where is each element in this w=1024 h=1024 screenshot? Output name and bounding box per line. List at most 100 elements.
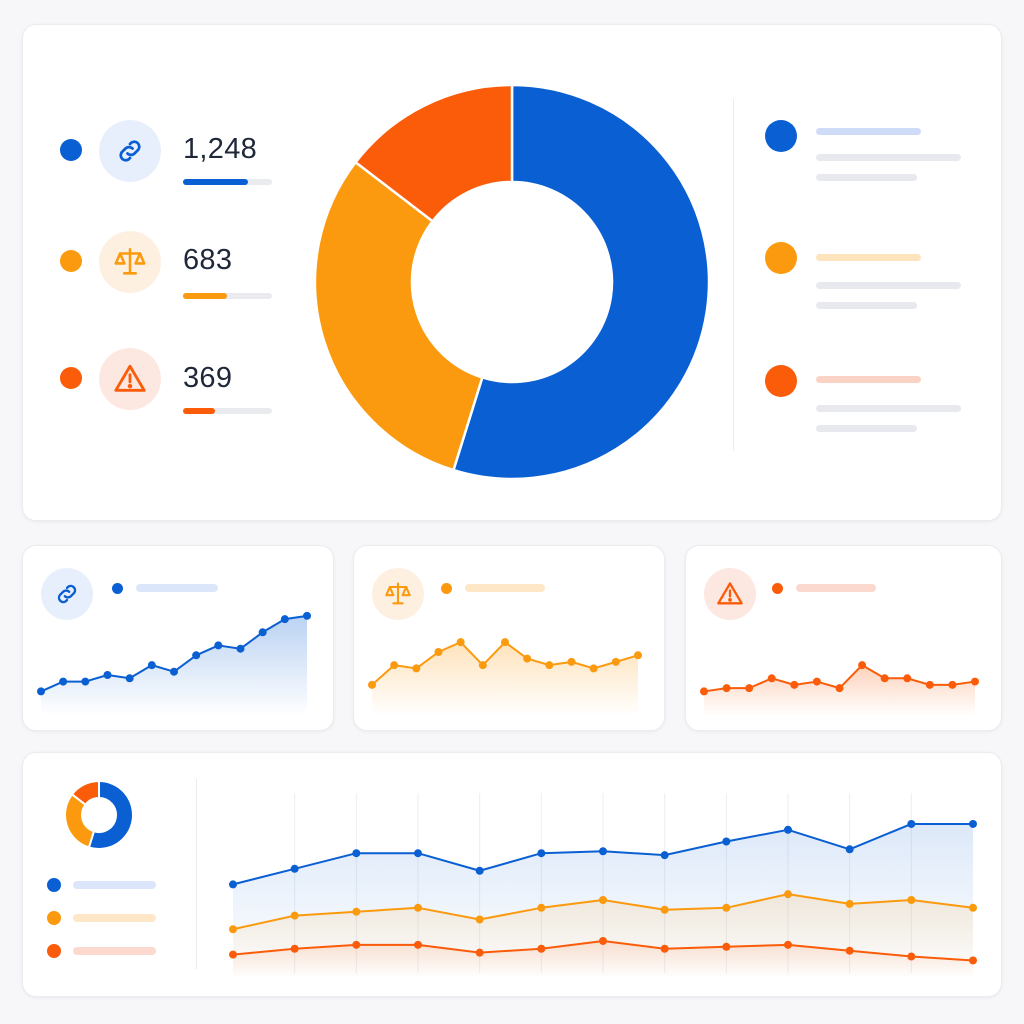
data-point xyxy=(745,684,754,693)
data-point xyxy=(907,952,916,961)
data-point xyxy=(258,628,267,637)
donut-segment-warnings xyxy=(353,83,514,223)
area-fill xyxy=(41,615,307,716)
data-point xyxy=(59,677,68,686)
data-point xyxy=(390,661,399,670)
stat-row-links[interactable]: 1,248 xyxy=(23,120,323,209)
legend-placeholder-bar xyxy=(73,947,156,955)
data-point xyxy=(903,674,912,683)
data-point xyxy=(456,638,465,647)
legend-dot xyxy=(765,120,797,152)
data-point xyxy=(722,942,731,951)
data-point xyxy=(567,657,576,666)
link-icon xyxy=(41,568,93,620)
data-point xyxy=(523,654,532,663)
data-point xyxy=(236,644,245,653)
small-donut-chart xyxy=(64,779,134,850)
data-point xyxy=(858,661,867,670)
mini-card-warnings[interactable] xyxy=(685,545,1002,731)
scale-icon xyxy=(99,231,161,293)
data-point xyxy=(599,896,607,904)
data-point xyxy=(434,648,443,656)
series-area-red xyxy=(233,940,973,978)
series-dot xyxy=(441,583,452,594)
data-point xyxy=(599,847,607,856)
data-point xyxy=(634,651,642,660)
data-point xyxy=(475,915,484,924)
stat-progress-fill xyxy=(183,179,248,185)
legend-dot xyxy=(765,365,797,397)
data-point xyxy=(880,674,889,683)
data-point xyxy=(599,936,607,945)
overview-card: 1,248 683 369 xyxy=(22,24,1002,521)
mini-line-chart xyxy=(700,661,979,716)
data-point xyxy=(767,674,776,683)
legend-placeholder-bar xyxy=(816,282,961,289)
data-point xyxy=(537,849,546,858)
series-placeholder-bar xyxy=(796,584,876,592)
data-point xyxy=(537,944,546,953)
legend-dot xyxy=(765,242,797,274)
data-point xyxy=(81,677,90,686)
data-point xyxy=(537,903,546,912)
donut-segment-balance xyxy=(313,160,484,472)
data-point xyxy=(229,950,237,959)
data-point xyxy=(784,890,792,899)
data-point xyxy=(214,641,223,650)
donut-segment-links xyxy=(451,83,711,481)
data-point xyxy=(545,661,554,670)
data-point xyxy=(290,944,299,953)
data-point xyxy=(290,864,299,873)
stat-progress xyxy=(183,179,272,185)
stat-row-balance[interactable]: 683 xyxy=(23,231,323,326)
trend-card xyxy=(22,752,1002,997)
data-point xyxy=(969,819,977,828)
series-dot xyxy=(772,583,783,594)
data-point xyxy=(845,899,854,908)
stat-value: 1,248 xyxy=(183,133,258,165)
stat-dot xyxy=(60,139,82,161)
series-dot xyxy=(112,583,123,594)
donut-segment-warnings xyxy=(70,779,100,807)
data-point xyxy=(352,940,361,949)
link-icon xyxy=(99,120,161,182)
data-point xyxy=(303,611,311,620)
data-point xyxy=(722,837,731,846)
stat-progress-fill xyxy=(183,293,227,299)
legend-placeholder-bar xyxy=(816,254,921,261)
data-point xyxy=(147,661,156,670)
donut-chart xyxy=(313,83,711,481)
data-point xyxy=(229,925,237,934)
stat-value: 369 xyxy=(183,362,233,394)
data-point xyxy=(925,680,934,689)
stat-value: 683 xyxy=(183,244,233,276)
legend-placeholder-bar xyxy=(816,425,917,432)
legend-placeholder-bar xyxy=(816,376,921,383)
data-point xyxy=(192,651,201,660)
series-placeholder-bar xyxy=(136,584,218,592)
legend-placeholder-bar xyxy=(816,405,961,412)
data-point xyxy=(845,845,854,854)
data-point xyxy=(969,903,977,912)
data-point xyxy=(812,677,821,686)
data-point xyxy=(368,680,376,689)
mini-card-links[interactable] xyxy=(22,545,334,731)
warning-icon xyxy=(704,568,756,620)
legend-item-red xyxy=(761,365,991,455)
data-point xyxy=(784,940,792,949)
data-point xyxy=(790,680,799,689)
area-fill xyxy=(372,642,638,716)
warning-icon xyxy=(99,348,161,410)
data-point xyxy=(352,849,361,858)
data-point xyxy=(589,664,598,673)
stat-row-warnings[interactable]: 369 xyxy=(23,348,323,442)
data-point xyxy=(290,911,299,920)
stat-progress xyxy=(183,408,272,414)
data-point xyxy=(722,903,731,912)
stat-progress-fill xyxy=(183,408,216,414)
data-point xyxy=(907,896,916,904)
mini-card-balance[interactable] xyxy=(353,545,665,731)
data-point xyxy=(414,849,422,858)
data-point xyxy=(845,946,854,955)
legend-dot xyxy=(47,911,61,925)
